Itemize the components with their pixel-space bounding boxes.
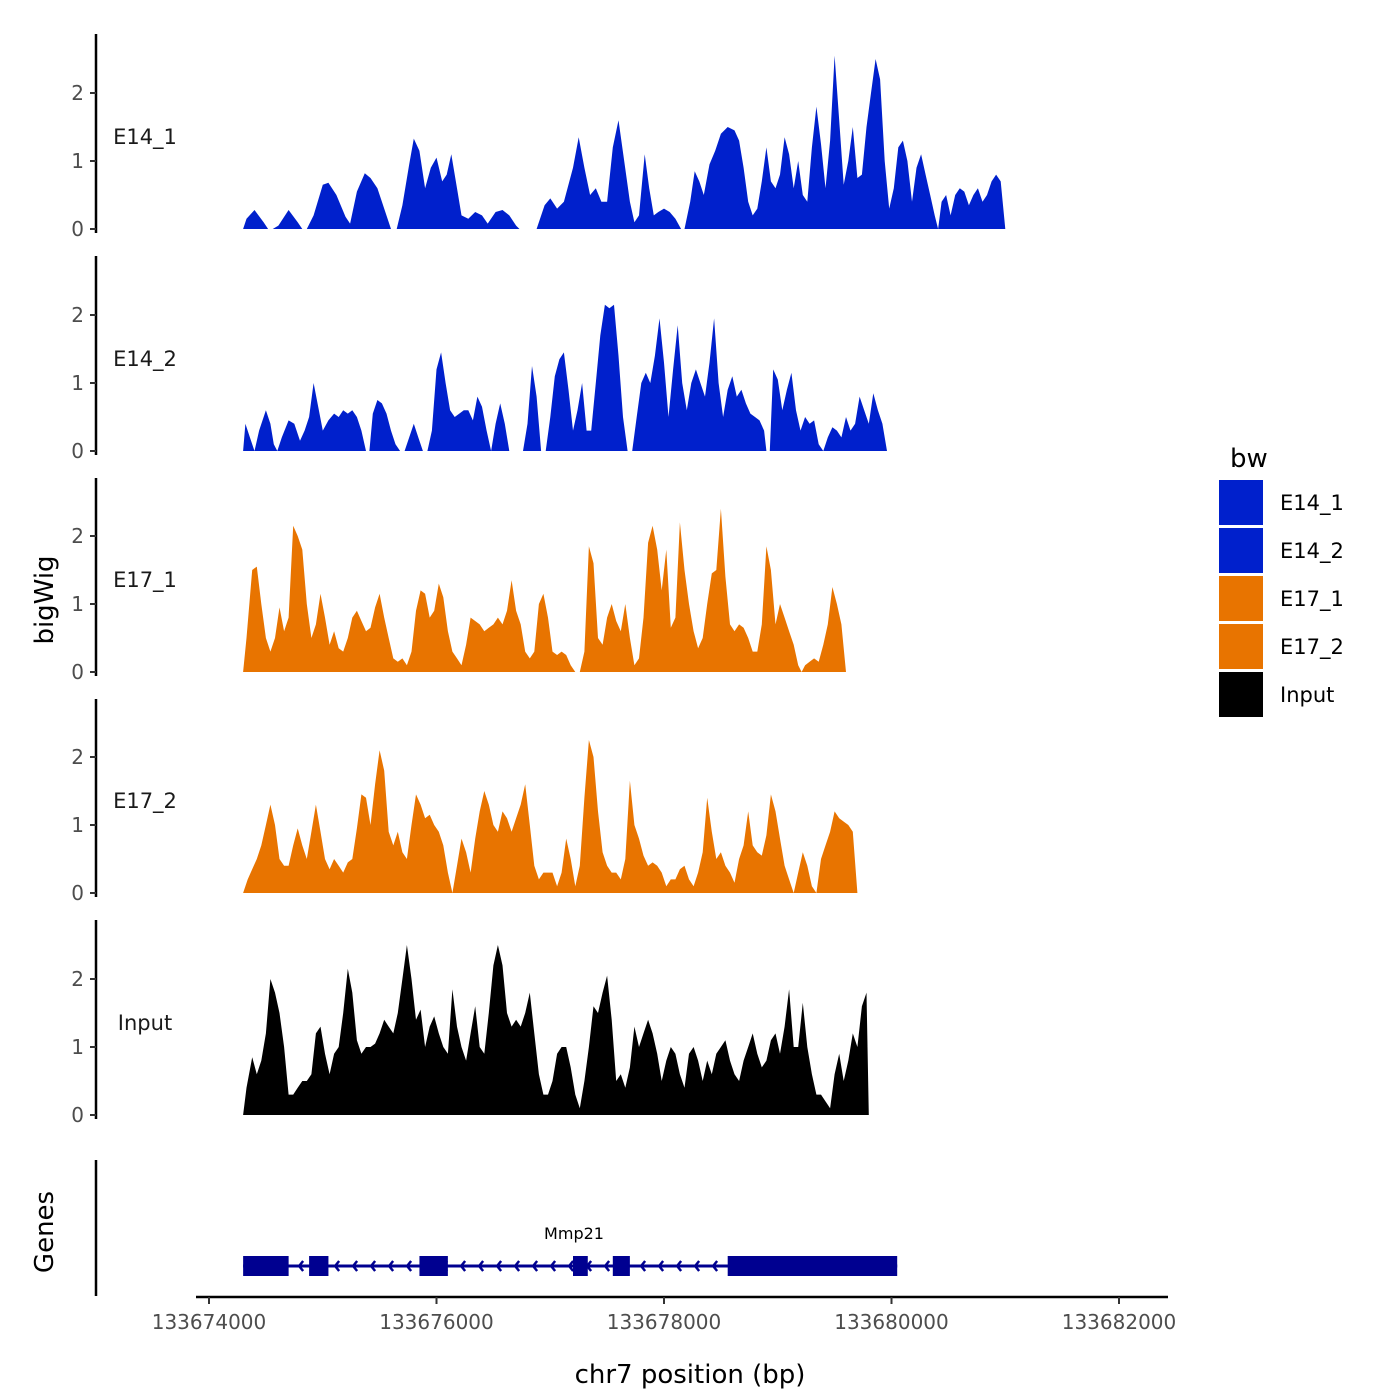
y-tick-label: 2 bbox=[71, 524, 84, 548]
gene-label: Mmp21 bbox=[544, 1224, 604, 1243]
track-label: E17_1 bbox=[113, 568, 177, 593]
y-tick-label: 1 bbox=[71, 371, 84, 395]
gene-exon bbox=[573, 1256, 588, 1276]
x-axis: 133674000 133676000 133678000 133680000 1336… bbox=[152, 1295, 1177, 1334]
signal-area-e14_2 bbox=[243, 304, 888, 451]
gene-exon bbox=[727, 1256, 898, 1276]
x-tick-label: 133674000 bbox=[152, 1310, 267, 1334]
gene-exon bbox=[243, 1256, 289, 1276]
genes-axis-title: Genes bbox=[30, 1191, 60, 1273]
y-tick-label: 0 bbox=[71, 1103, 84, 1127]
strand-arrow bbox=[567, 1260, 575, 1272]
strand-arrow bbox=[531, 1260, 539, 1272]
x-tick-label: 133678000 bbox=[607, 1310, 722, 1334]
x-axis-title: chr7 position (bp) bbox=[575, 1360, 806, 1390]
legend-label: E14_2 bbox=[1280, 539, 1344, 564]
strand-arrow bbox=[369, 1260, 377, 1272]
strand-arrow bbox=[495, 1260, 503, 1272]
track-label: E17_2 bbox=[113, 789, 177, 814]
legend-key-e14_1 bbox=[1219, 480, 1263, 525]
signal-area-e14_1 bbox=[243, 55, 1006, 229]
y-tick-label: 2 bbox=[71, 745, 84, 769]
y-axis-title: bigWig bbox=[30, 555, 60, 644]
strand-arrow bbox=[405, 1260, 413, 1272]
legend: bw E14_1 E14_2 E17_1 E17_2 Input bbox=[1219, 444, 1344, 717]
strand-arrow bbox=[549, 1260, 557, 1272]
legend-label: Input bbox=[1280, 683, 1334, 707]
legend-key-e17_1 bbox=[1219, 576, 1263, 621]
track-label: Input bbox=[118, 1011, 172, 1035]
signal-area-input bbox=[243, 945, 869, 1115]
y-tick-label: 1 bbox=[71, 149, 84, 173]
strand-arrow bbox=[477, 1260, 485, 1272]
strand-arrow bbox=[297, 1260, 305, 1272]
signal-tracks: 0 1 2 E14_1 0 1 2 E14_2 0 1 2 E17_1 0 1 2 E17_2 0 1 2 Input bbox=[71, 34, 1006, 1127]
y-tick-label: 2 bbox=[71, 967, 84, 991]
strand-arrow bbox=[711, 1260, 719, 1272]
strand-arrow bbox=[351, 1260, 359, 1272]
track-label: E14_2 bbox=[113, 347, 177, 372]
y-tick-label: 1 bbox=[71, 1035, 84, 1059]
strand-arrow bbox=[387, 1260, 395, 1272]
track-label: E14_1 bbox=[113, 125, 177, 150]
legend-label: E17_1 bbox=[1280, 587, 1344, 612]
y-tick-label: 0 bbox=[71, 439, 84, 463]
legend-key-e14_2 bbox=[1219, 528, 1263, 573]
gene-exon bbox=[309, 1256, 329, 1276]
gene-track: Mmp21 bbox=[94, 1160, 898, 1296]
track-e17_1: 0 1 2 E17_1 bbox=[71, 478, 847, 684]
y-tick-label: 1 bbox=[71, 813, 84, 837]
gene-exon bbox=[419, 1256, 448, 1276]
y-tick-label: 2 bbox=[71, 303, 84, 327]
legend-key-input bbox=[1219, 672, 1263, 717]
strand-arrow bbox=[513, 1260, 521, 1272]
strand-arrow bbox=[657, 1260, 665, 1272]
strand-arrow bbox=[333, 1260, 341, 1272]
y-tick-label: 0 bbox=[71, 660, 84, 684]
strand-arrow bbox=[459, 1260, 467, 1272]
x-tick-label: 133682000 bbox=[1062, 1310, 1177, 1334]
legend-label: E17_2 bbox=[1280, 635, 1344, 660]
gene-exon bbox=[612, 1256, 630, 1276]
legend-title: bw bbox=[1230, 444, 1268, 474]
strand-arrow bbox=[603, 1260, 611, 1272]
x-tick-label: 133676000 bbox=[379, 1310, 494, 1334]
legend-label: E14_1 bbox=[1280, 491, 1344, 516]
strand-arrow bbox=[675, 1260, 683, 1272]
strand-arrow bbox=[639, 1260, 647, 1272]
strand-arrow bbox=[693, 1260, 701, 1272]
signal-area-e17_2 bbox=[243, 740, 858, 893]
x-tick-label: 133680000 bbox=[834, 1310, 949, 1334]
y-tick-label: 2 bbox=[71, 81, 84, 105]
legend-key-e17_2 bbox=[1219, 624, 1263, 669]
track-e14_1: 0 1 2 E14_1 bbox=[71, 34, 1006, 241]
track-e17_2: 0 1 2 E17_2 bbox=[71, 699, 858, 905]
y-tick-label: 0 bbox=[71, 217, 84, 241]
y-tick-label: 1 bbox=[71, 592, 84, 616]
signal-area-e17_1 bbox=[243, 508, 847, 672]
track-e14_2: 0 1 2 E14_2 bbox=[71, 256, 888, 463]
y-tick-label: 0 bbox=[71, 881, 84, 905]
track-input: 0 1 2 Input bbox=[71, 920, 869, 1127]
